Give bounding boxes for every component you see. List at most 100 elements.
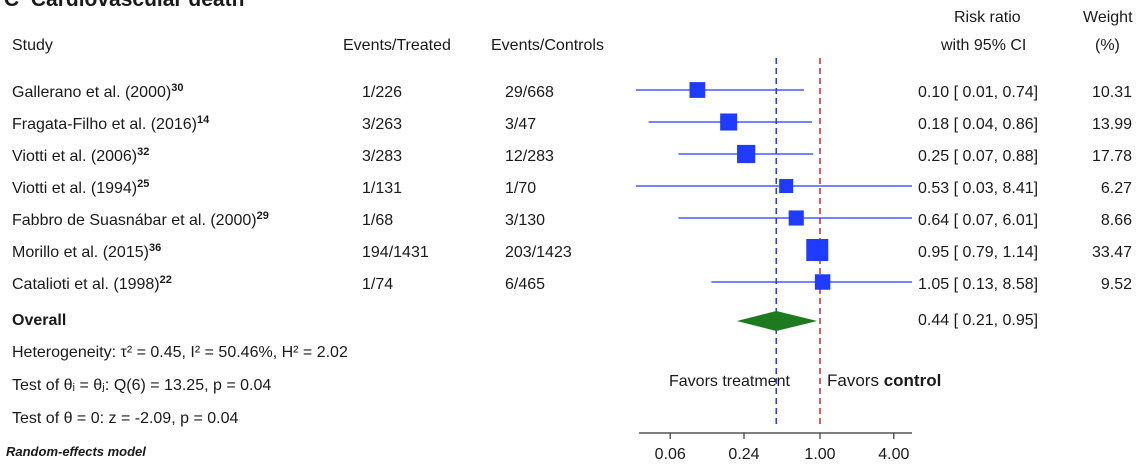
ci-text: 1.05 [ 0.13, 8.58]	[918, 276, 1039, 293]
events-treated-cell: 3/283	[362, 148, 402, 166]
weight-cell: 9.52	[1066, 276, 1132, 294]
events-controls: 3/47	[505, 116, 537, 133]
study-row-name: Fragata-Filho et al. (2016)14	[12, 114, 210, 134]
effect-marker	[779, 178, 794, 194]
study-row-name: Morillo et al. (2015)36	[12, 243, 161, 262]
favors-treatment: Favors treatment	[669, 373, 790, 390]
events-treated-cell: 194/1431	[362, 244, 429, 262]
study-name: Viotti et al. (2006)	[12, 148, 138, 165]
ci-text-cell: 1.05 [ 0.13, 8.58]	[918, 276, 1038, 294]
x-tick-label: 4.00	[878, 446, 909, 463]
events-controls: 3/130	[505, 212, 546, 229]
weight: 17.78	[1091, 148, 1132, 165]
ci-text-cell: 0.53 [ 0.03, 8.41]	[918, 180, 1038, 198]
panel-label: C	[4, 0, 19, 11]
study-name: Morillo et al. (2015)	[12, 244, 149, 261]
ci-text-cell: 0.95 [ 0.79, 1.14]	[918, 244, 1038, 262]
study-row-name: Fabbro de Suasnábar et al. (2000)29	[12, 210, 269, 230]
study-ref: 14	[196, 114, 210, 126]
ci-text-cell: 0.64 [ 0.07, 6.01]	[918, 212, 1038, 230]
events-controls: 12/283	[505, 148, 554, 165]
study-name: Catalioti et al. (1998)	[12, 276, 160, 293]
weight-cell: 33.47	[1066, 244, 1132, 262]
weight: 33.47	[1091, 244, 1132, 261]
x-tick-label: 1.00	[804, 446, 835, 463]
favors-control: Favors control	[827, 372, 941, 390]
effect-marker	[689, 82, 706, 98]
events-controls-cell: 29/668	[505, 84, 554, 102]
weight-cell: 8.66	[1066, 212, 1132, 230]
study-name: Viotti et al. (1994)	[12, 180, 138, 197]
header-weight-line1: Weight	[1083, 9, 1133, 26]
ci-text: 0.18 [ 0.04, 0.86]	[918, 116, 1039, 133]
ci-text: 0.25 [ 0.07, 0.88]	[918, 148, 1039, 165]
events-treated: 3/263	[362, 116, 403, 133]
test-theta-i: Test of θᵢ = θⱼ: Q(6) = 13.25, p = 0.04	[12, 377, 272, 394]
panel-title: C Cardiovascular death	[4, 0, 244, 12]
weight: 13.99	[1091, 116, 1132, 133]
effect-marker	[814, 274, 831, 290]
x-tick-label: 0.06	[655, 446, 686, 463]
events-controls-cell: 3/47	[505, 116, 536, 134]
overall-label: Overall	[12, 312, 67, 329]
ci-text-cell: 0.18 [ 0.04, 0.86]	[918, 116, 1038, 134]
events-controls-cell: 203/1423	[505, 244, 572, 262]
effect-marker	[788, 210, 804, 226]
overall-diamond	[736, 311, 818, 331]
study-name: Fabbro de Suasnábar et al. (2000)	[12, 212, 257, 229]
model-note: Random-effects model	[6, 444, 146, 459]
study-ref: 22	[159, 274, 172, 286]
study-name: Fragata-Filho et al. (2016)	[12, 116, 197, 133]
events-controls-cell: 3/130	[505, 212, 545, 230]
ci-text: 0.10 [ 0.01, 0.74]	[918, 84, 1039, 101]
favors-control-prefix: Favors	[827, 371, 884, 390]
header-events-controls: Events/Controls	[491, 37, 604, 54]
weight-cell: 10.31	[1066, 84, 1132, 102]
study-ref: 25	[137, 178, 150, 190]
events-controls-cell: 6/465	[505, 276, 545, 294]
study-ref: 29	[256, 210, 269, 222]
ci-text: 0.53 [ 0.03, 8.41]	[918, 180, 1039, 197]
study-row-name: Viotti et al. (2006)32	[12, 146, 150, 166]
effect-marker	[737, 144, 756, 164]
weight: 8.66	[1100, 212, 1132, 229]
weight: 10.31	[1091, 84, 1132, 101]
events-controls: 29/668	[505, 84, 554, 101]
effect-marker	[806, 239, 829, 261]
study-name: Gallerano et al. (2000)	[12, 84, 172, 101]
events-treated-cell: 3/263	[362, 116, 402, 134]
weight-cell: 17.78	[1066, 148, 1132, 166]
events-treated-cell: 1/131	[362, 180, 402, 198]
overall-ci-text: 0.44 [ 0.21, 0.95]	[918, 312, 1039, 329]
events-treated-cell: 1/68	[362, 212, 393, 230]
header-rr-line1: Risk ratio	[954, 9, 1021, 26]
events-treated: 3/283	[362, 148, 403, 165]
ci-text: 0.95 [ 0.79, 1.14]	[918, 244, 1039, 261]
events-controls: 6/465	[505, 276, 546, 293]
events-treated: 194/1431	[362, 244, 429, 261]
favors-control-bold: control	[883, 371, 942, 390]
weight: 9.52	[1100, 276, 1132, 293]
weight: 6.27	[1100, 180, 1132, 197]
weight-cell: 6.27	[1066, 180, 1132, 198]
ci-text: 0.64 [ 0.07, 6.01]	[918, 212, 1039, 229]
events-controls-cell: 1/70	[505, 180, 536, 198]
effect-marker	[720, 113, 738, 131]
x-tick-label: 0.24	[728, 446, 759, 463]
ci-text-cell: 0.10 [ 0.01, 0.74]	[918, 84, 1038, 102]
header-events-treated: Events/Treated	[343, 37, 451, 54]
events-treated: 1/131	[362, 180, 403, 197]
ci-text-cell: 0.25 [ 0.07, 0.88]	[918, 148, 1038, 166]
study-row-name: Gallerano et al. (2000)30	[12, 83, 183, 102]
header-rr-line2: with 95% CI	[941, 37, 1027, 54]
heterogeneity-stat: Heterogeneity: τ² = 0.45, I² = 50.46%, H…	[12, 344, 348, 361]
weight-cell: 13.99	[1066, 116, 1132, 134]
study-ref: 32	[137, 146, 150, 158]
study-row-name: Catalioti et al. (1998)22	[12, 274, 172, 294]
events-treated-cell: 1/226	[362, 84, 402, 102]
header-weight-line2: (%)	[1095, 37, 1120, 54]
events-controls-cell: 12/283	[505, 148, 554, 166]
events-treated: 1/74	[362, 276, 394, 293]
study-row-name: Viotti et al. (1994)25	[12, 178, 150, 198]
